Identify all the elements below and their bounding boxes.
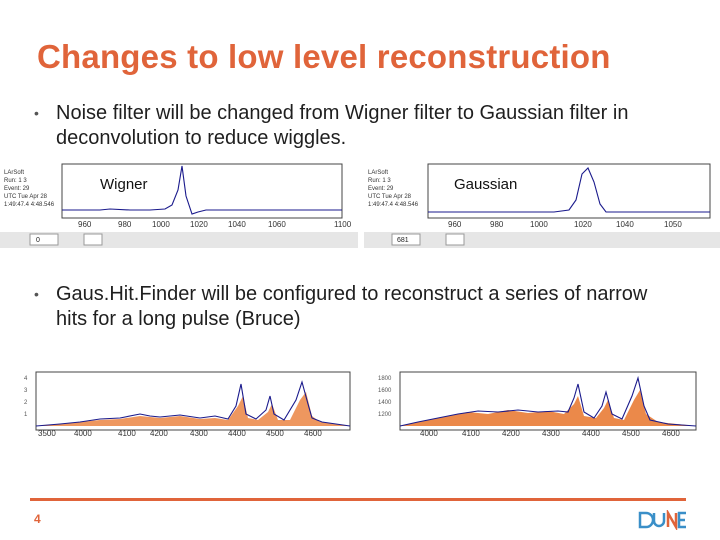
tick-label: 960 — [448, 220, 462, 229]
footer-divider — [30, 498, 686, 501]
tick-label: 4100 — [462, 429, 480, 438]
gaussian-x-ticks: 960 980 1000 1020 1040 1050 — [448, 220, 682, 229]
svg-text:1400: 1400 — [378, 400, 392, 406]
tick-label: 4500 — [622, 429, 640, 438]
tick-label: 4000 — [74, 429, 92, 438]
dune-logo — [638, 510, 686, 530]
tick-label: 1050 — [664, 220, 682, 229]
tick-label: 960 — [78, 220, 92, 229]
tick-label: 4100 — [118, 429, 136, 438]
tick-label: 4300 — [542, 429, 560, 438]
bullet-text: Gaus.Hit.Finder will be configured to re… — [56, 283, 648, 330]
gaussian-waveform-panel: LArSoft Run: 1 3 Event: 29 UTC Tue Apr 2… — [364, 160, 720, 248]
svg-text:Event: 29: Event: 29 — [4, 186, 30, 192]
hits-right-panel: 1800 1600 1400 1200 4000 4100 4200 4300 440… — [368, 356, 704, 440]
wigner-label: Wigner — [100, 176, 148, 193]
tick-label: 1020 — [190, 220, 208, 229]
tick-label: 980 — [118, 220, 132, 229]
hits-left-plot: 4 3 2 1 3500 4000 4100 4200 4300 4400 4500 … — [24, 371, 351, 438]
tick-label: 4500 — [266, 429, 284, 438]
svg-text:1200: 1200 — [378, 412, 392, 418]
tick-label: 4200 — [502, 429, 520, 438]
svg-text:LArSoft: LArSoft — [4, 170, 24, 176]
tick-label: 3500 — [38, 429, 56, 438]
svg-text:LArSoft: LArSoft — [368, 170, 388, 176]
tick-label: 1000 — [530, 220, 548, 229]
hits-right-x-ticks: 4000 4100 4200 4300 4400 4500 4600 — [420, 429, 680, 438]
svg-text:UTC Tue Apr 28: UTC Tue Apr 28 — [4, 194, 48, 200]
tick-label: 1100 — [334, 220, 352, 229]
bullet-marker: • — [34, 286, 39, 302]
bullet-text: Noise filter will be changed from Wigner… — [56, 102, 629, 149]
tick-label: 4600 — [304, 429, 322, 438]
wigner-plot: LArSoft Run: 1 3 Event: 29 UTC Tue Apr 2… — [0, 163, 358, 248]
svg-text:Event: 29: Event: 29 — [368, 186, 394, 192]
gaussian-label: Gaussian — [454, 176, 518, 193]
tick-label: 4000 — [420, 429, 438, 438]
svg-text:3: 3 — [24, 388, 28, 394]
tick-label: 4200 — [150, 429, 168, 438]
hits-left-panel: 4 3 2 1 3500 4000 4100 4200 4300 4400 4500 … — [0, 356, 360, 440]
bullet-gaus-hit-finder: • Gaus.Hit.Finder will be configured to … — [34, 282, 674, 332]
tick-label: 1020 — [574, 220, 592, 229]
svg-text:1: 1 — [24, 412, 28, 418]
bullet-noise-filter: • Noise filter will be changed from Wign… — [34, 101, 684, 151]
svg-text:4: 4 — [24, 376, 28, 382]
svg-text:1600: 1600 — [378, 388, 392, 394]
wigner-waveform-panel: LArSoft Run: 1 3 Event: 29 UTC Tue Apr 2… — [0, 160, 358, 248]
wigner-toolbar-field: 0 — [36, 237, 40, 244]
tick-label: 4400 — [228, 429, 246, 438]
hits-left-x-ticks: 3500 4000 4100 4200 4300 4400 4500 4600 — [38, 429, 322, 438]
svg-text:1:49:47.4 4:48.546: 1:49:47.4 4:48.546 — [4, 202, 55, 208]
tick-label: 4400 — [582, 429, 600, 438]
slide-title: Changes to low level reconstruction — [37, 38, 611, 75]
svg-text:Run: 1 3: Run: 1 3 — [368, 178, 391, 184]
tick-label: 1040 — [228, 220, 246, 229]
tick-label: 1060 — [268, 220, 286, 229]
tick-label: 4300 — [190, 429, 208, 438]
bullet-marker: • — [34, 105, 39, 121]
svg-text:2: 2 — [24, 400, 28, 406]
svg-text:Run: 1 3: Run: 1 3 — [4, 178, 27, 184]
gaussian-plot: LArSoft Run: 1 3 Event: 29 UTC Tue Apr 2… — [364, 163, 720, 248]
tick-label: 4600 — [662, 429, 680, 438]
svg-text:1800: 1800 — [378, 376, 392, 382]
svg-text:UTC Tue Apr 28: UTC Tue Apr 28 — [368, 194, 412, 200]
tick-label: 1000 — [152, 220, 170, 229]
hits-right-plot: 1800 1600 1400 1200 4000 4100 4200 4300 440… — [378, 371, 697, 438]
page-number: 4 — [34, 512, 41, 526]
gaussian-toolbar-field: 681 — [397, 237, 409, 244]
tick-label: 1040 — [616, 220, 634, 229]
svg-text:1:49:47.4 4:48.546: 1:49:47.4 4:48.546 — [368, 202, 419, 208]
wigner-x-ticks: 960 980 1000 1020 1040 1060 1100 — [78, 220, 352, 229]
tick-label: 980 — [490, 220, 504, 229]
